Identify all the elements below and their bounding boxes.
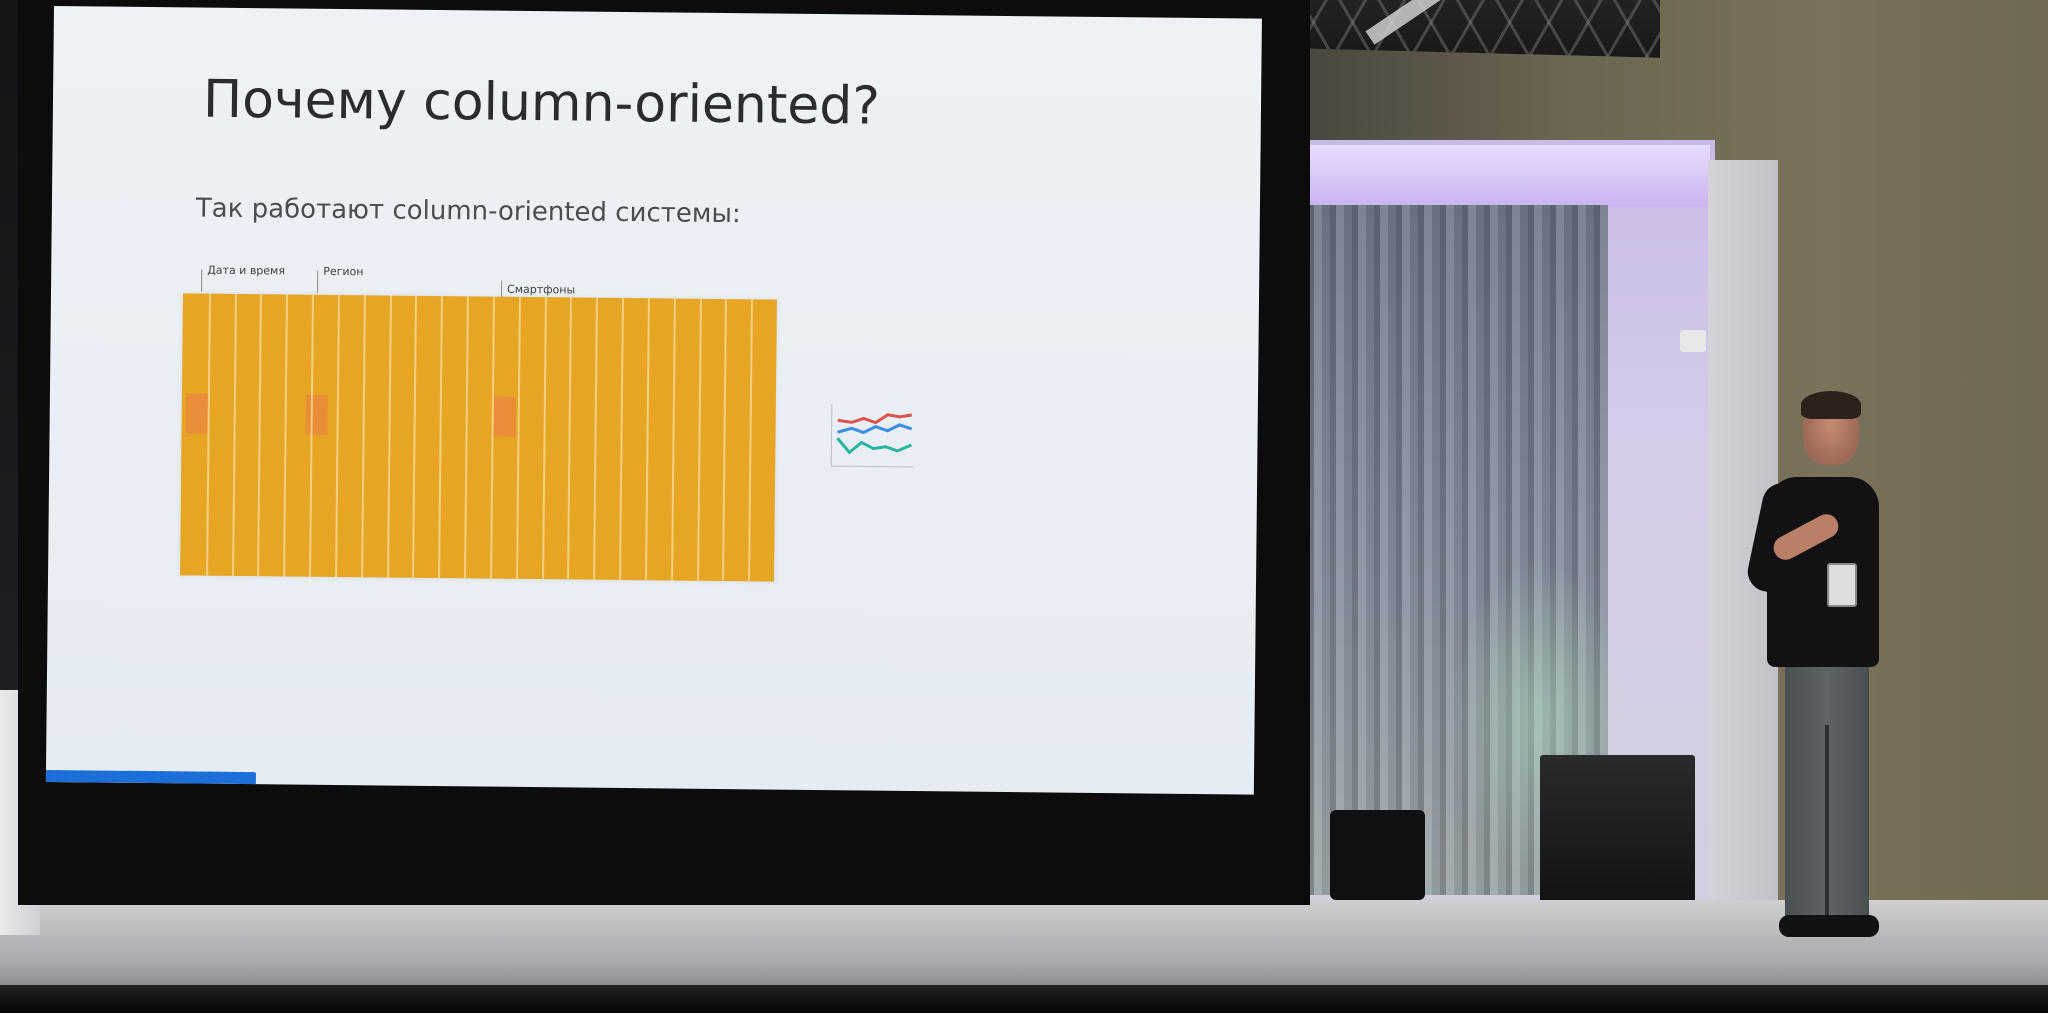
column-label-tick [317, 270, 319, 293]
mini-chart-series-teal [836, 437, 913, 455]
presenter-badge [1827, 563, 1857, 607]
column-divider [619, 297, 624, 580]
highlighted-cell [493, 396, 516, 437]
column-divider [593, 297, 598, 580]
slide-subtitle: Так работают column-oriented системы: [195, 193, 741, 230]
column-divider [645, 298, 650, 581]
slide-title: Почему column-oriented? [202, 69, 881, 137]
column-divider [206, 293, 211, 576]
column-divider [335, 294, 340, 577]
stage-edge [0, 985, 2048, 1013]
projection-screen: Почему column-oriented? Так работают col… [18, 0, 1310, 905]
slide-progress-bar [45, 769, 256, 785]
column-storage-grid [180, 293, 777, 582]
column-divider [361, 295, 366, 578]
highlighted-cell [305, 394, 328, 435]
column-divider [490, 296, 495, 579]
column-divider [412, 295, 417, 578]
column-divider [516, 296, 521, 579]
stage-monitor-speaker [1540, 755, 1695, 903]
column-divider [748, 299, 753, 582]
security-camera [1680, 330, 1706, 352]
alcove-light [1310, 145, 1710, 207]
column-divider [722, 299, 727, 582]
column-divider [257, 294, 262, 577]
presenter-hair [1801, 391, 1861, 419]
column-label-tick [201, 269, 203, 292]
mini-chart-series-red [837, 413, 912, 425]
column-divider [232, 293, 237, 576]
column-divider [387, 295, 392, 578]
presentation-slide: Почему column-oriented? Так работают col… [45, 6, 1262, 795]
presenter [1744, 391, 1905, 950]
column-label-region: Регион [323, 264, 364, 279]
column-divider [309, 294, 314, 577]
presenter-shoes [1779, 915, 1879, 937]
presenter-leg-gap [1825, 725, 1829, 923]
floor-speaker [1330, 810, 1425, 900]
column-divider [542, 297, 547, 580]
column-divider [464, 296, 469, 579]
line-chart-icon [830, 404, 914, 468]
mini-chart-series-blue [837, 423, 913, 435]
column-label-smartphones: Смартфоны [506, 282, 576, 297]
column-divider [671, 298, 676, 581]
column-divider [697, 298, 702, 581]
column-divider [283, 294, 288, 577]
highlighted-cell [185, 393, 208, 434]
column-label-datetime: Дата и время [207, 263, 286, 278]
column-divider [567, 297, 572, 580]
column-divider [438, 296, 443, 579]
